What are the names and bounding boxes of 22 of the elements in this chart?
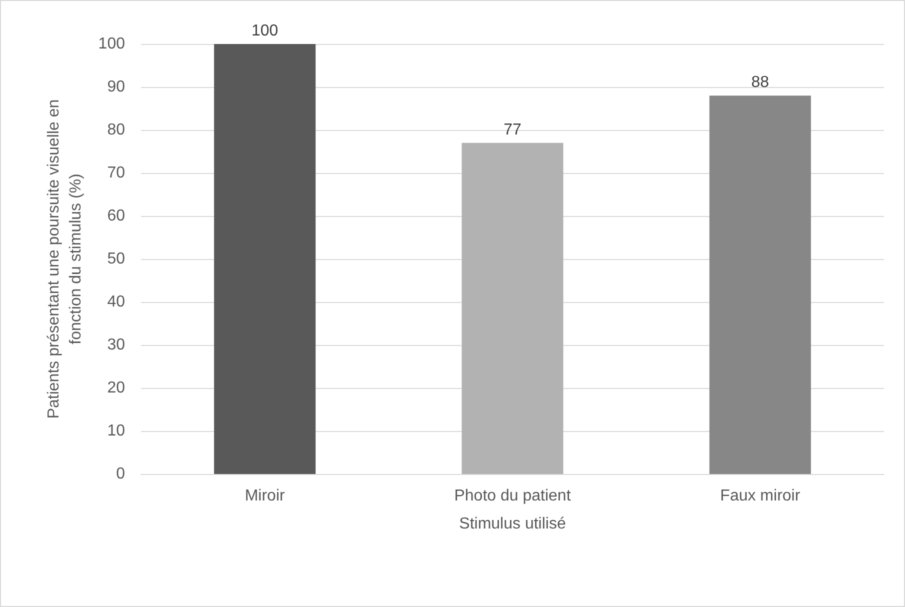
x-axis-title: Stimulus utilisé (459, 516, 566, 532)
y-axis-title: Patients présentant une poursuite visuelle en fonction du stimulus (%) (46, 99, 84, 419)
y-tick-label: 0 (116, 466, 126, 482)
data-label: 88 (751, 74, 770, 92)
x-tick-label: Faux miroir (720, 488, 801, 504)
bar (709, 96, 811, 474)
data-label: 100 (251, 22, 278, 40)
x-tick-label: Miroir (244, 488, 286, 504)
x-tick-label: Photo du patient (454, 488, 572, 504)
y-tick-label: 10 (107, 422, 126, 440)
bar (462, 142, 564, 474)
y-tick-label: 30 (107, 336, 126, 354)
y-tick-label: 100 (98, 36, 126, 52)
bar (214, 44, 316, 474)
y-tick-label: 70 (107, 164, 126, 182)
y-tick-label: 20 (107, 380, 126, 396)
y-tick-label: 60 (107, 208, 126, 224)
data-label: 77 (504, 121, 522, 138)
y-tick-label: 40 (107, 294, 126, 310)
y-tick-label: 90 (107, 78, 126, 96)
y-tick-label: 50 (107, 250, 126, 268)
y-tick-label: 80 (107, 122, 126, 138)
